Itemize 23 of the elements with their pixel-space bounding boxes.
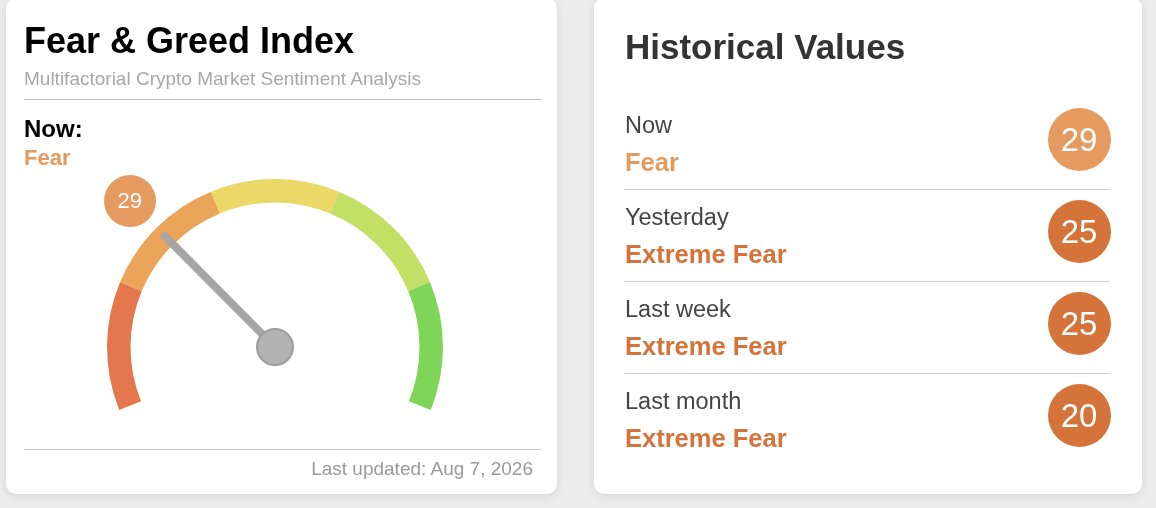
data-label: 29	[1060, 121, 1098, 160]
text: Now	[625, 110, 673, 140]
text: Now:	[24, 114, 83, 144]
text: Extreme Fear	[625, 422, 787, 454]
chart-subtitle: Multifactorial Crypto Market Sentiment Analysis	[24, 67, 422, 91]
text: Last month	[625, 386, 742, 416]
text: Extreme Fear	[625, 238, 787, 270]
text: Historical Values	[625, 26, 906, 68]
score-circle: 20	[1047, 383, 1111, 447]
data-label: 25	[1060, 213, 1098, 252]
score-circle: 25	[1047, 199, 1111, 263]
data-label: 25	[1060, 305, 1098, 344]
score-circle: 25	[1047, 291, 1111, 355]
slice-label: 29	[117, 187, 143, 213]
chart-title: Fear & Greed Index	[24, 19, 355, 63]
text: Fear	[625, 146, 679, 178]
score-circle: 29	[1047, 107, 1111, 171]
text: Fear	[24, 144, 71, 172]
text: Extreme Fear	[625, 330, 787, 362]
text: Yesterday	[625, 202, 729, 232]
data-label: 20	[1060, 397, 1098, 436]
text: Last week	[625, 294, 731, 324]
text: Last updated: Aug 7, 2026	[311, 457, 533, 481]
